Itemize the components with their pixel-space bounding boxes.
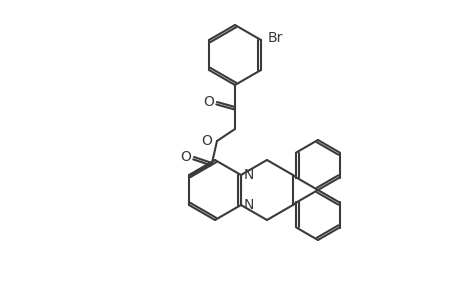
Text: O: O (203, 95, 213, 109)
Text: O: O (180, 150, 190, 164)
Text: N: N (243, 168, 253, 182)
Text: N: N (243, 198, 253, 212)
Text: O: O (201, 134, 212, 148)
Text: Br: Br (268, 31, 283, 45)
